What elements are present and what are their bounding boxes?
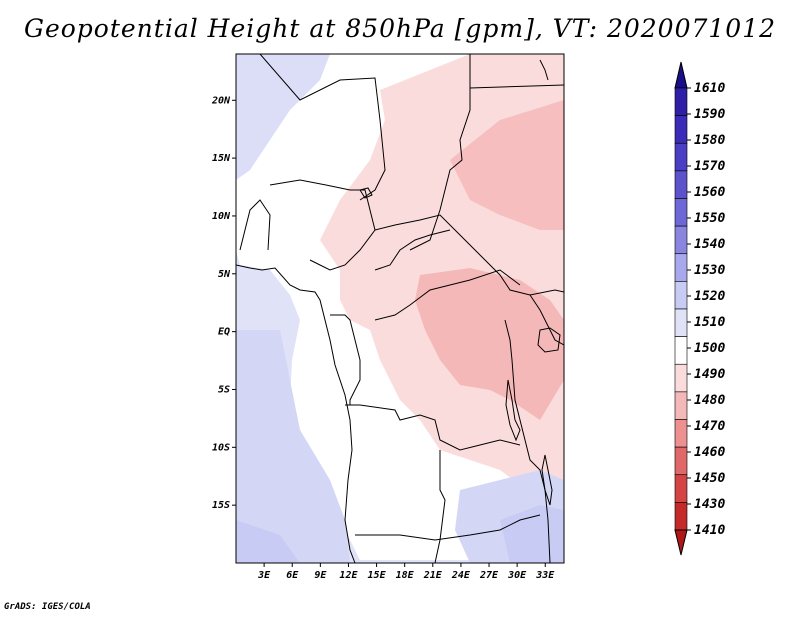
colorbar-swatch xyxy=(674,281,688,310)
colorbar-label: 1530 xyxy=(694,263,725,278)
border-3 xyxy=(469,84,564,89)
border-9 xyxy=(330,314,361,405)
colorbar-label: 1470 xyxy=(694,419,725,434)
x-tick-label: 15E xyxy=(368,570,387,581)
coastline-west xyxy=(236,264,356,563)
lake-malawi xyxy=(541,454,553,506)
border-4 xyxy=(309,184,376,271)
colorbar-swatch xyxy=(674,87,688,116)
border-12 xyxy=(434,450,446,563)
x-tick-label: 9E xyxy=(314,570,327,581)
colorbar-label: 1570 xyxy=(694,159,725,174)
y-tick-label: 5N xyxy=(218,269,231,280)
grads-credit: GrADS: IGES/COLA xyxy=(4,602,91,612)
colorbar-swatch xyxy=(674,446,688,476)
y-tick-label: 20N xyxy=(211,95,231,106)
colorbar-swatch xyxy=(674,391,688,420)
colorbar-swatch xyxy=(674,253,688,282)
y-tick-label: 10S xyxy=(212,442,230,453)
colorbar-label: 1560 xyxy=(694,185,725,200)
field-shading xyxy=(236,54,564,563)
colorbar-label: 1430 xyxy=(694,497,725,512)
x-tick-label: 6E xyxy=(286,570,299,581)
colorbar-label: 1610 xyxy=(694,81,725,96)
colorbar-swatch xyxy=(674,198,688,227)
border-10 xyxy=(374,269,521,321)
border-16 xyxy=(539,59,549,81)
border-15 xyxy=(529,294,564,346)
colorbar-swatch xyxy=(674,336,688,365)
map-frame xyxy=(235,53,565,564)
border-6 xyxy=(239,199,271,251)
lake-victoria xyxy=(537,327,561,353)
colorbar-swatch xyxy=(674,363,688,393)
colorbar-label: 1580 xyxy=(694,133,725,148)
colorbar-top-arrow xyxy=(674,61,688,89)
colorbar-label: 1590 xyxy=(694,107,725,122)
y-axis: 20N 15N 10N 5N EQ 5S 10S 15S xyxy=(211,95,236,511)
shade-blue-corner xyxy=(236,520,300,563)
colorbar-swatch xyxy=(674,502,688,531)
x-tick-label: 18E xyxy=(396,570,415,581)
colorbar-label: 1550 xyxy=(694,211,725,226)
y-tick-label: 10N xyxy=(212,211,231,222)
colorbar-label: 1480 xyxy=(694,393,725,408)
shade-pink-mid xyxy=(415,268,564,420)
colorbar-swatch xyxy=(674,142,688,172)
y-tick-label: 15S xyxy=(212,500,230,511)
x-tick-label: 21E xyxy=(423,570,443,581)
colorbar-swatch xyxy=(674,115,688,144)
colorbar-swatch xyxy=(674,225,688,255)
lake-chad xyxy=(359,187,373,199)
border-5 xyxy=(269,179,327,186)
border-13 xyxy=(355,514,541,541)
y-tick-label: 5S xyxy=(218,384,230,395)
border-11 xyxy=(345,404,521,451)
colorbar-label: 1540 xyxy=(694,237,725,252)
colorbar-label: 1500 xyxy=(694,341,725,356)
y-tick-label: EQ xyxy=(218,327,230,338)
border-1 xyxy=(259,54,386,201)
colorbar-label: 1520 xyxy=(694,289,725,304)
colorbar-label: 1410 xyxy=(694,523,725,538)
colorbar-swatch xyxy=(674,474,688,503)
colorbar-swatch xyxy=(674,419,688,448)
border-14 xyxy=(504,319,551,563)
colorbar: 1610 1590 1580 1570 1560 1550 1540 1530 1520 1510… xyxy=(674,61,725,556)
x-tick-label: 12E xyxy=(339,570,358,581)
x-tick-label: 24E xyxy=(451,570,471,581)
shade-blue-sw xyxy=(236,330,350,563)
colorbar-label: 1510 xyxy=(694,315,725,330)
colorbar-label: 1460 xyxy=(694,445,725,460)
border-7 xyxy=(374,214,564,296)
colorbar-swatch xyxy=(674,170,688,199)
colorbar-swatch xyxy=(674,308,688,337)
colorbar-label: 1450 xyxy=(694,471,725,486)
y-tick-label: 15N xyxy=(212,153,231,164)
map-title: Geopotential Height at 850hPa [gpm], VT:… xyxy=(23,14,777,43)
border-8 xyxy=(374,229,451,271)
x-tick-label: 27E xyxy=(479,570,499,581)
x-tick-label: 33E xyxy=(535,570,555,581)
colorbar-bottom-arrow xyxy=(674,529,688,556)
x-tick-label: 3E xyxy=(257,570,271,581)
shade-blue-nw xyxy=(236,54,330,180)
shade-pink-mid-ne xyxy=(450,100,564,230)
colorbar-label: 1490 xyxy=(694,367,725,382)
lake-tanganyika xyxy=(505,379,521,442)
x-tick-label: 30E xyxy=(507,570,527,581)
x-axis: 3E 6E 9E 12E 15E 18E 21E 24E 27E 30E 33E xyxy=(257,563,555,581)
borders xyxy=(236,54,564,563)
